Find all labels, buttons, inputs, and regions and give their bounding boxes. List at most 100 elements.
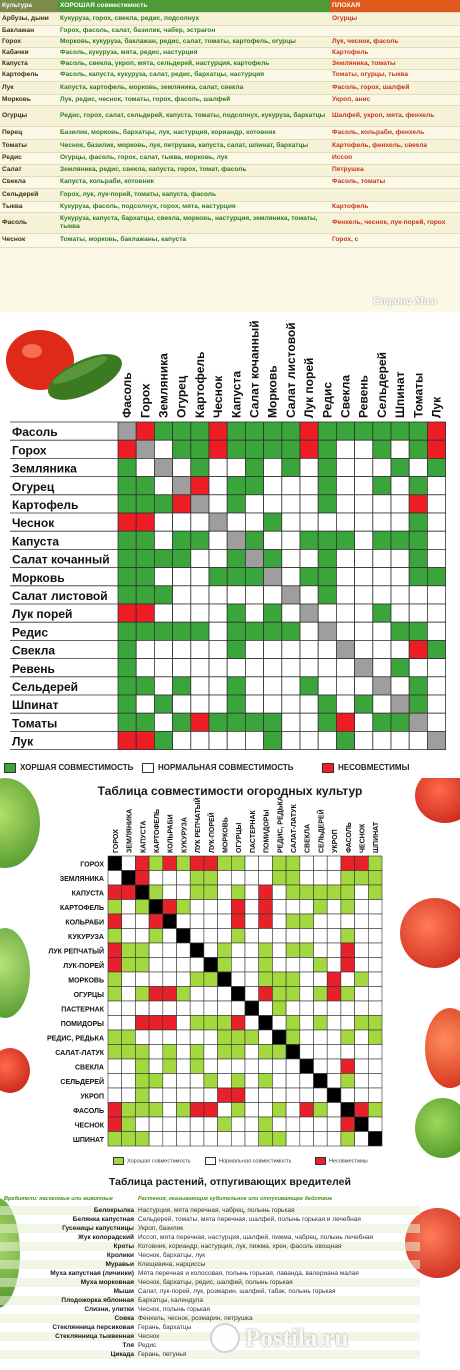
grid1-cell [153, 712, 173, 732]
bad-companions: Огурцы [330, 12, 460, 26]
grid2-cell [231, 899, 246, 915]
grid1-cell [244, 548, 264, 568]
grid1-cell [226, 512, 246, 532]
grid2-col-label: КУКУРУЗА [181, 817, 188, 853]
grid2-cell [244, 1131, 259, 1147]
grid2-cell [189, 1029, 205, 1045]
grid1-cell [208, 676, 228, 696]
grid2-cell [367, 855, 383, 871]
grid1-cell [299, 421, 319, 441]
culture-name: Тыква [0, 201, 58, 213]
grid2-cell [148, 971, 164, 987]
grid2-cell [231, 855, 246, 871]
grid1-cell [354, 730, 374, 750]
grid1-cell [354, 676, 374, 696]
grid2-cell [162, 957, 177, 973]
culture-row: Редис Огурцы, фасоль, горох, салат, тыква… [0, 152, 460, 165]
grid2-cell [189, 913, 205, 929]
grid2-cell [258, 870, 273, 886]
grid2-cell [367, 1058, 383, 1074]
header-culture: Культура [0, 0, 58, 13]
grid2-cell [313, 870, 328, 886]
pest-row: Белянка капустная Сельдерей, томаты, мята… [0, 1215, 420, 1224]
grid2-cell [272, 1131, 287, 1147]
pest-row: Гусеницы капустницы Укроп, базилик [0, 1224, 420, 1233]
grid2-cell [258, 942, 273, 958]
grid1-cell [335, 621, 355, 641]
grid1-cell [426, 548, 446, 568]
grid2-cell [244, 1102, 259, 1118]
grid2-col-label: КАПУСТА [140, 821, 147, 853]
grid2-cell [285, 1087, 301, 1103]
grid2-col-label: УКРОП [332, 829, 339, 853]
grid2-cell [367, 957, 383, 973]
grid1-cell [299, 712, 319, 732]
grid1-cell [408, 439, 428, 459]
grid1-cell [372, 658, 392, 678]
grid2-cell [272, 1087, 287, 1103]
repellent-plants: Герань, бархатцы [138, 1324, 192, 1331]
grid1-cell [117, 585, 137, 605]
grid1-cell [117, 676, 137, 696]
grid1-col-label: Лук порей [302, 358, 316, 418]
grid2-cell [272, 870, 287, 886]
grid2-cell [285, 870, 301, 886]
grid2-cell [244, 986, 259, 1002]
grid1-cell [190, 658, 210, 678]
grid2-cell [367, 1015, 383, 1031]
grid2-cell [285, 1044, 301, 1060]
grid2-cell [244, 942, 259, 958]
grid2-cell [299, 1058, 314, 1074]
grid1-cell [281, 512, 301, 532]
tomato-decoration-right [400, 898, 460, 968]
grid2-cell [244, 855, 259, 871]
repellent-plants: Мята перечная и колосовая, полынь горька… [138, 1270, 359, 1277]
culture-name: Салат [0, 164, 58, 177]
grid1-cell [299, 639, 319, 659]
grid2-cell [162, 855, 177, 871]
grid1-cell [263, 621, 283, 641]
bad-companions: Горох, с [330, 233, 460, 248]
grid1-cell [226, 457, 246, 477]
grid2-cell [272, 1116, 287, 1132]
grid2-cell [244, 1029, 259, 1045]
grid2-cell [354, 971, 369, 987]
grid1-cell [244, 730, 264, 750]
grid2-cell [326, 928, 342, 944]
grid2-cell [217, 1116, 232, 1132]
grid1-cell [390, 439, 410, 459]
grid2-cell [326, 942, 342, 958]
grid2-cell [203, 1131, 218, 1147]
grid2-cell [313, 1044, 328, 1060]
grid1-cell [426, 439, 446, 459]
grid1-cell [208, 457, 228, 477]
grid2-cell [107, 1015, 122, 1031]
grid1-cell [390, 694, 410, 714]
grid1-cell [408, 512, 428, 532]
grid2-cell [176, 942, 191, 958]
grid1-cell [408, 694, 428, 714]
grid1-cell [226, 567, 246, 587]
good-companions: Капуста, кольраби, котовник [58, 176, 330, 189]
grid2-cell [162, 1058, 177, 1074]
grid2-cell [121, 957, 136, 973]
grid2-cell [162, 870, 177, 886]
grid1-cell [263, 712, 283, 732]
grid2-row-label: ЗЕМЛЯНИКА [60, 876, 104, 883]
grid2-cell [203, 928, 218, 944]
grid2-cell [148, 855, 164, 871]
grid2-cell [313, 942, 328, 958]
grid1-cell [281, 676, 301, 696]
grid1-cell [117, 730, 137, 750]
grid2-cell [121, 1131, 136, 1147]
grid2-cell [107, 942, 122, 958]
grid-2-title: Таблица совместимости огородных культур [97, 784, 363, 798]
grid2-cell [354, 1116, 369, 1132]
grid1-cell [208, 585, 228, 605]
pepper-decoration-right [425, 1008, 460, 1088]
grid2-cell [258, 1058, 273, 1074]
grid2-cell [121, 1087, 136, 1103]
grid2-cell [272, 1073, 287, 1089]
grid1-cell [408, 421, 428, 441]
grid2-cell [135, 870, 150, 886]
